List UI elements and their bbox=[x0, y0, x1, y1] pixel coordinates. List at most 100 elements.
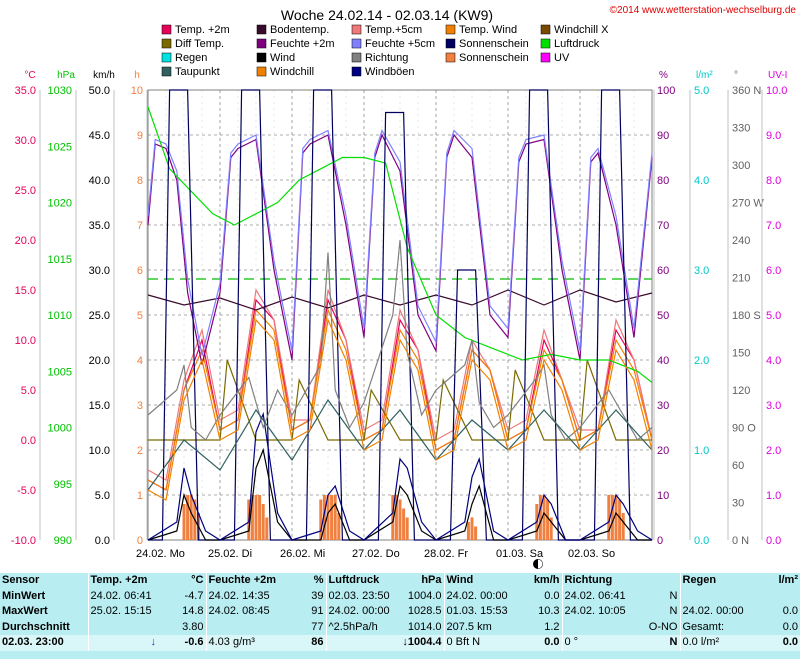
chart-axes: °C35.030.025.020.015.010.05.00.0-5.0-10.… bbox=[11, 70, 788, 547]
axis-tick-label: 3.0 bbox=[766, 400, 781, 412]
axis-tick-label: 0 bbox=[137, 535, 143, 547]
direction-time: 24.02. 10:05 bbox=[561, 604, 634, 620]
current-temp: -0.6 bbox=[158, 635, 206, 651]
direction-value: N bbox=[669, 605, 678, 617]
legend-label: Windchill X bbox=[554, 24, 609, 36]
moon-phase-icon bbox=[533, 559, 543, 569]
axis-tick-label: 990 bbox=[54, 535, 72, 547]
axis-tick-label: 0.0 bbox=[21, 435, 36, 447]
axis-tick-label: 50.0 bbox=[89, 85, 110, 97]
axis-tick-label: 0.0 bbox=[95, 535, 110, 547]
axis-tick-label: 3 bbox=[137, 400, 143, 412]
temp-value: 3.80 bbox=[182, 620, 204, 633]
legend-label: Wind bbox=[270, 52, 295, 64]
header-direction-unit bbox=[634, 573, 680, 589]
legend-swatch bbox=[161, 66, 172, 77]
axis-unit: UV-I bbox=[768, 70, 787, 81]
sunshine-bar bbox=[474, 526, 478, 540]
legend-swatch bbox=[445, 38, 456, 49]
axis-tick-label: 2 bbox=[137, 445, 143, 457]
sunshine-bar bbox=[330, 495, 334, 540]
axis-tick-label: 8 bbox=[137, 175, 143, 187]
x-tick-label: 24.02. Mo bbox=[136, 548, 185, 560]
stats-header-row: Sensor Temp. +2m °C Feuchte +2m % Luftdr… bbox=[0, 573, 800, 589]
axis-unit: l/m² bbox=[696, 70, 713, 81]
wind-time: 24.02. 00:00 bbox=[443, 588, 516, 604]
sunshine-bar bbox=[618, 499, 622, 540]
sunshine-bar bbox=[182, 504, 186, 540]
pressure-time: 24.02. 00:00 bbox=[325, 604, 396, 620]
axis-tick-label: 1010 bbox=[48, 310, 72, 322]
axis-tick-label: 10.0 bbox=[89, 445, 110, 457]
rain-value bbox=[754, 589, 800, 605]
axis-tick-label: 80 bbox=[657, 175, 669, 187]
legend-swatch bbox=[161, 38, 172, 49]
series-richtung bbox=[147, 239, 653, 441]
axis-tick-label: -10.0 bbox=[11, 535, 36, 547]
weather-chart: Woche 24.02.14 - 02.03.14 (KW9) ©2014 ww… bbox=[11, 5, 797, 569]
rain-value: 0.0 bbox=[782, 605, 798, 617]
x-tick-label: 25.02. Di bbox=[208, 548, 252, 560]
pressure-trend: ^2.5hPa/h bbox=[325, 619, 396, 635]
sunshine-bar bbox=[398, 499, 402, 540]
axis-tick-label: 40 bbox=[657, 355, 669, 367]
temp-time: 25.02. 15:15 bbox=[87, 604, 158, 620]
axis-unit: ° bbox=[734, 70, 738, 81]
series-luftdruck bbox=[147, 106, 653, 383]
axis-tick-label: 300 bbox=[732, 160, 750, 172]
row-label: MinWert bbox=[2, 589, 46, 602]
arrow-down-icon: ↓ bbox=[150, 636, 157, 648]
legend-label: Windböen bbox=[365, 66, 415, 78]
axis-tick-label: 15.0 bbox=[89, 400, 110, 412]
legend-swatch bbox=[351, 52, 362, 63]
header-humidity-unit: % bbox=[313, 574, 324, 586]
axis-tick-label: 6 bbox=[137, 265, 143, 277]
pressure-spacer bbox=[325, 635, 396, 651]
stats-row-max: MaxWert 25.02. 15:15 14.8 24.02. 08:45 9… bbox=[0, 604, 800, 620]
axis-tick-label: 35.0 bbox=[89, 220, 110, 232]
direction-time bbox=[561, 619, 634, 635]
temp-time bbox=[87, 619, 158, 635]
legend-label: Luftdruck bbox=[554, 38, 600, 50]
axis-tick-label: 4 bbox=[137, 355, 143, 367]
sunshine-bar bbox=[394, 495, 398, 540]
axis-tick-label: 360 N bbox=[732, 85, 761, 97]
current-wind: 0.0 bbox=[516, 635, 562, 651]
axis-tick-label: 70 bbox=[657, 220, 669, 232]
direction-time: 24.02. 06:41 bbox=[561, 588, 634, 604]
axis-tick-label: 1015 bbox=[48, 254, 72, 266]
stats-row-current: 02.03. 23:00 ↓ -0.6 4.03 g/m³ 86 ↓1004.4… bbox=[0, 635, 800, 651]
copyright-link[interactable]: ©2014 www.wetterstation-wechselburg.de bbox=[610, 5, 797, 16]
sunshine-bar bbox=[607, 495, 611, 540]
legend-label: Diff Temp. bbox=[175, 38, 224, 50]
legend-label: Temp. Wind bbox=[459, 24, 517, 36]
axis-tick-label: 1000 bbox=[48, 423, 72, 435]
axis-tick-label: 25.0 bbox=[15, 185, 36, 197]
sunshine-bar bbox=[326, 495, 330, 540]
sunshine-bar bbox=[337, 513, 341, 540]
axis-tick-label: 240 bbox=[732, 235, 750, 247]
current-direction-deg: 0 ° bbox=[561, 635, 634, 651]
axis-tick-label: 5.0 bbox=[21, 385, 36, 397]
sunshine-bar bbox=[538, 495, 542, 540]
legend-swatch bbox=[256, 38, 267, 49]
axis-tick-label: 10 bbox=[131, 85, 143, 97]
current-pressure: ↓1004.4 bbox=[396, 635, 444, 651]
axis-tick-label: 3.0 bbox=[694, 265, 709, 277]
axis-tick-label: 5.0 bbox=[766, 310, 781, 322]
axis-tick-label: 100 bbox=[657, 85, 675, 97]
x-tick-label: 01.03. Sa bbox=[496, 548, 544, 560]
axis-tick-label: 0 bbox=[657, 535, 663, 547]
temp-value: -4.7 bbox=[184, 589, 204, 602]
legend-label: Feuchte +2m bbox=[270, 38, 335, 50]
x-tick-label: 28.02. Fr bbox=[424, 548, 468, 560]
x-tick-label: 27.02. Do bbox=[352, 548, 400, 560]
rain-value: 0.0 bbox=[782, 620, 798, 633]
absolute-humidity: 4.03 g/m³ bbox=[205, 635, 281, 651]
axis-unit: h bbox=[134, 70, 140, 81]
axis-tick-label: 5.0 bbox=[95, 490, 110, 502]
current-rain: 0.0 bbox=[754, 635, 800, 651]
axis-tick-label: 1030 bbox=[48, 85, 72, 97]
legend-swatch bbox=[256, 52, 267, 63]
sunshine-bar bbox=[546, 499, 550, 540]
